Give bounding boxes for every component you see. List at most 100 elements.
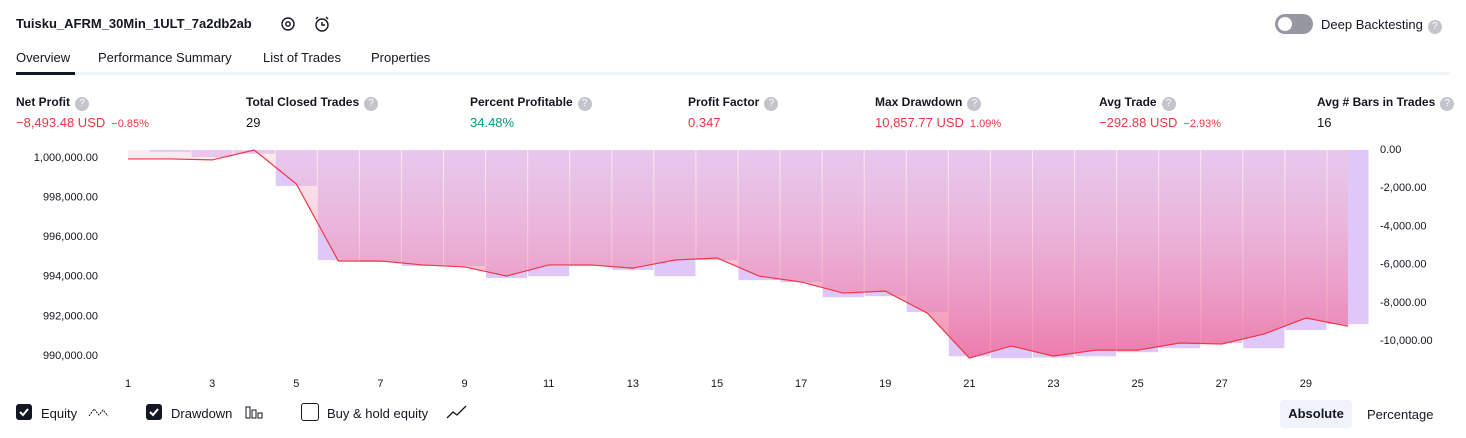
- buy-hold-icon: [446, 405, 467, 419]
- drawdown-bar: [233, 150, 275, 154]
- metric: Percent Profitable? 34.48%: [470, 94, 592, 130]
- mode-absolute[interactable]: Absolute: [1280, 400, 1352, 428]
- metric-label: Avg # Bars in Trades: [1317, 95, 1436, 109]
- y2-tick-label: -10,000.00: [1380, 335, 1433, 347]
- metric: Max Drawdown? 10,857.77 USD 1.09%: [875, 94, 1001, 130]
- drawdown-icon: [245, 406, 263, 419]
- metric-label: Avg Trade: [1099, 95, 1157, 109]
- x-tick-label: 15: [711, 378, 723, 390]
- x-tick-label: 29: [1300, 378, 1312, 390]
- help-icon[interactable]: ?: [1440, 97, 1455, 111]
- x-tick-label: 7: [377, 378, 383, 390]
- y2-tick-label: -6,000.00: [1380, 259, 1426, 271]
- metric-label: Total Closed Trades: [246, 95, 360, 109]
- alert-icon[interactable]: [312, 14, 332, 34]
- active-tab-indicator: [16, 72, 75, 75]
- equity-checkbox[interactable]: [16, 404, 32, 420]
- metric-value: −8,493.48 USD: [16, 115, 106, 130]
- toggle-switch[interactable]: [1275, 14, 1313, 34]
- metric-pct: −2.93%: [1183, 118, 1222, 130]
- metric-label: Max Drawdown: [875, 95, 963, 109]
- metric-value: 29: [246, 115, 261, 130]
- equity-icon: [88, 408, 109, 417]
- metric: Profit Factor? 0.347: [688, 94, 779, 130]
- metric-pct: −0.85%: [111, 118, 149, 130]
- tab[interactable]: Properties: [371, 50, 431, 65]
- drawdown-checkbox[interactable]: [146, 404, 162, 420]
- metric-value-row: 0.347: [688, 115, 778, 130]
- metric-value: 0.347: [688, 115, 721, 130]
- metric-value-row: 29: [246, 115, 378, 130]
- metric-value-row: −8,493.48 USD −0.85%: [16, 115, 149, 130]
- metric-value-row: −292.88 USD −2.93%: [1099, 115, 1221, 130]
- equity-line: [128, 149, 1349, 359]
- x-tick-label: 19: [879, 378, 891, 390]
- metric-value: 34.48%: [470, 115, 515, 130]
- metric-value-row: 34.48%: [470, 115, 592, 130]
- metric-label: Net Profit: [16, 95, 70, 109]
- help-icon[interactable]: ?: [967, 97, 982, 111]
- equity-chart: 990,000.00 992,000.00 994,000.00 996,000.00…: [34, 144, 1433, 390]
- x-tick-label: 9: [462, 378, 468, 390]
- x-tick-label: 3: [209, 378, 215, 390]
- x-tick-label: 5: [293, 378, 299, 390]
- metric: Avg # Bars in Trades? 16: [1317, 94, 1455, 130]
- y2-tick-label: -2,000.00: [1380, 182, 1426, 194]
- tab[interactable]: Performance Summary: [98, 50, 232, 65]
- metric-pct: 1.09%: [969, 118, 1002, 130]
- x-tick-label: 27: [1216, 378, 1228, 390]
- help-icon[interactable]: ?: [764, 97, 779, 111]
- tab[interactable]: List of Trades: [263, 50, 342, 65]
- legend-buy-hold: Buy & hold equity: [327, 406, 429, 421]
- tab[interactable]: Overview: [16, 50, 71, 65]
- toggle-label: Deep Backtesting?: [1321, 17, 1442, 34]
- y-tick-label: 996,000.00: [43, 231, 98, 243]
- y-tick-label: 992,000.00: [43, 310, 98, 322]
- metric-label-row: Max Drawdown?: [875, 94, 1001, 111]
- x-tick-label: 21: [963, 378, 975, 390]
- help-icon[interactable]: ?: [364, 97, 379, 111]
- x-tick-label: 11: [543, 378, 554, 390]
- mode-percentage[interactable]: Percentage: [1367, 407, 1434, 422]
- metric-label-row: Avg # Bars in Trades?: [1317, 94, 1455, 111]
- equity-area: [128, 150, 1348, 359]
- metric-label-row: Total Closed Trades?: [246, 94, 379, 111]
- metric-value-row: 10,857.77 USD 1.09%: [875, 115, 1001, 130]
- metric: Total Closed Trades? 29: [246, 94, 379, 130]
- metric-label-row: Avg Trade?: [1099, 94, 1221, 111]
- y-tick-label: 1,000,000.00: [34, 152, 98, 164]
- legend-equity: Equity: [41, 406, 78, 421]
- help-icon[interactable]: ?: [1427, 20, 1442, 34]
- x-tick-label: 23: [1047, 378, 1059, 390]
- buy-hold-checkbox[interactable]: [301, 403, 319, 421]
- help-icon[interactable]: ?: [1161, 97, 1176, 111]
- y2-tick-label: -4,000.00: [1380, 220, 1426, 232]
- y-tick-label: 994,000.00: [43, 271, 98, 283]
- settings-icon[interactable]: [279, 15, 297, 33]
- tab-divider: [16, 72, 1450, 75]
- metric: Avg Trade? −292.88 USD −2.93%: [1099, 94, 1221, 130]
- y2-tick-label: 0.00: [1380, 144, 1401, 156]
- metric-label-row: Percent Profitable?: [470, 94, 592, 111]
- strategy-title: Tuisku_AFRM_30Min_1ULT_7a2db2ab: [16, 16, 252, 31]
- metric-value-row: 16: [1317, 115, 1454, 130]
- x-tick-label: 17: [795, 378, 807, 390]
- metric-label: Profit Factor: [688, 95, 760, 109]
- metric-value: 16: [1317, 115, 1332, 130]
- metric-label-row: Net Profit?: [16, 94, 149, 111]
- metric-label-row: Profit Factor?: [688, 94, 779, 111]
- metric: Net Profit? −8,493.48 USD −0.85%: [16, 94, 149, 130]
- metric-value: 10,857.77 USD: [875, 115, 964, 130]
- metric-value: −292.88 USD: [1099, 115, 1178, 130]
- metric-label: Percent Profitable: [470, 95, 573, 109]
- y-tick-label: 990,000.00: [43, 350, 98, 362]
- help-icon[interactable]: ?: [577, 97, 592, 111]
- y-tick-label: 998,000.00: [43, 191, 98, 203]
- x-tick-label: 13: [627, 378, 639, 390]
- legend-drawdown: Drawdown: [171, 406, 233, 421]
- toggle-text: Deep Backtesting: [1321, 17, 1423, 32]
- x-tick-label: 25: [1132, 378, 1144, 390]
- help-icon[interactable]: ?: [75, 97, 89, 111]
- x-tick-label: 1: [125, 378, 131, 390]
